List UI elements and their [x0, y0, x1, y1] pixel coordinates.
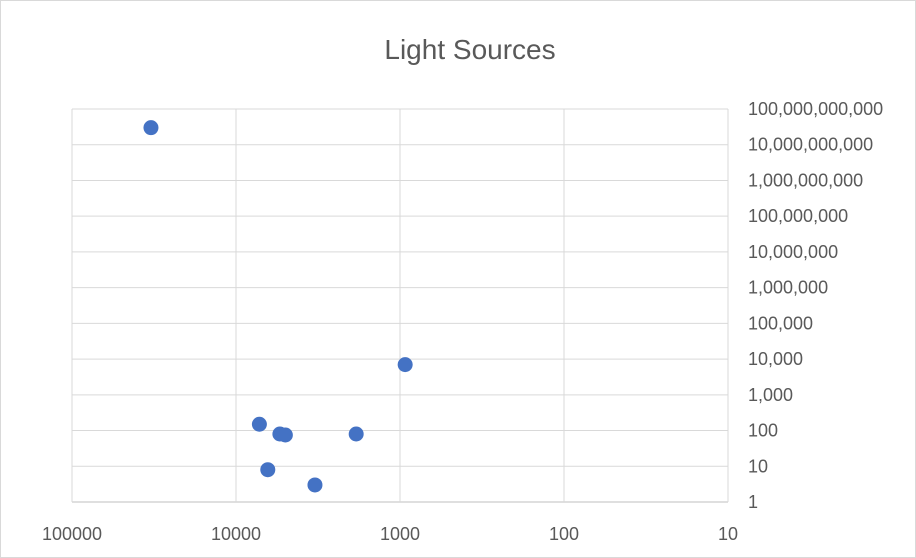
y-tick-label: 100,000	[748, 313, 813, 333]
data-point[interactable]	[260, 462, 276, 478]
y-tick-label: 1,000	[748, 385, 793, 405]
y-tick-label: 10,000,000	[748, 242, 838, 262]
y-tick-label: 10,000,000,000	[748, 135, 873, 155]
data-point[interactable]	[251, 416, 267, 432]
data-points	[143, 120, 413, 493]
y-tick-label: 100,000,000	[748, 206, 848, 226]
x-axis-ticks: 100000 10000 1000 100 10	[42, 524, 738, 544]
y-tick-label: 100,000,000,000	[748, 99, 883, 119]
data-point[interactable]	[143, 120, 159, 136]
data-point[interactable]	[307, 477, 323, 493]
x-tick-label: 100	[549, 524, 579, 544]
chart-title: Light Sources	[384, 34, 556, 65]
data-point[interactable]	[277, 427, 293, 443]
y-tick-label: 1,000,000	[748, 278, 828, 298]
y-tick-label: 10,000	[748, 349, 803, 369]
y-axis-ticks: 1 10 100 1,000 10,000 100,000 1,000,000 10,000,…	[748, 99, 883, 512]
y-tick-label: 10	[748, 456, 768, 476]
y-tick-label: 100	[748, 421, 778, 441]
x-tick-label: 1000	[380, 524, 420, 544]
x-tick-label: 10000	[211, 524, 261, 544]
x-tick-label: 10	[718, 524, 738, 544]
y-tick-label: 1,000,000,000	[748, 170, 863, 190]
data-point[interactable]	[348, 426, 364, 442]
y-tick-label: 1	[748, 492, 758, 512]
x-tick-label: 100000	[42, 524, 102, 544]
grid-lines	[71, 108, 729, 503]
data-point[interactable]	[397, 357, 413, 373]
